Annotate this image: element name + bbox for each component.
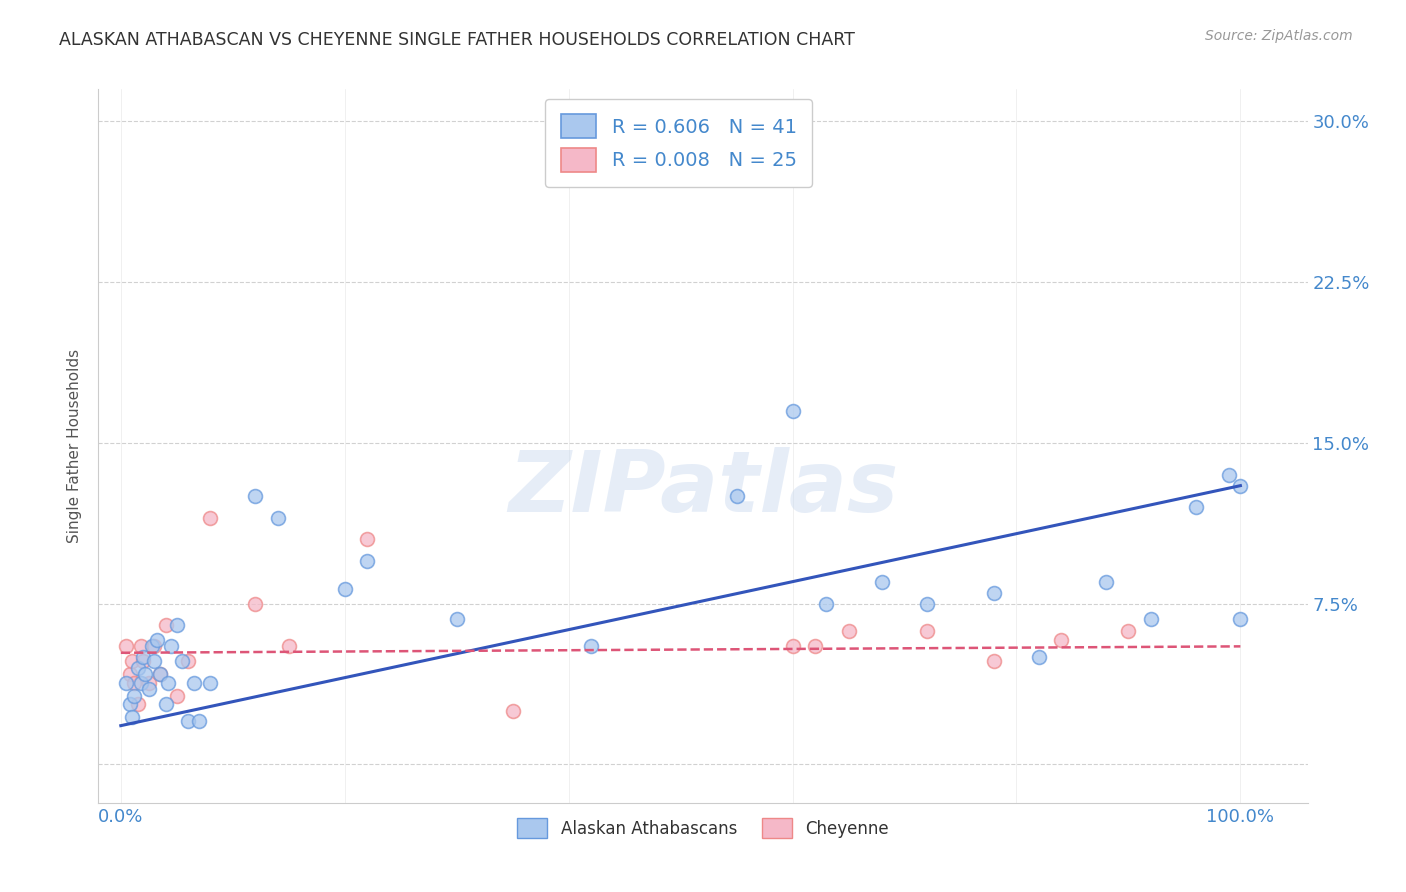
Point — [804, 640, 827, 654]
Point — [983, 654, 1005, 668]
Point — [782, 640, 804, 654]
Point — [143, 654, 166, 668]
Point — [277, 640, 299, 654]
Point — [166, 689, 188, 703]
Point — [129, 640, 152, 654]
Point — [121, 710, 143, 724]
Point — [333, 582, 356, 596]
Point — [145, 632, 167, 647]
Point — [356, 554, 378, 568]
Point — [1028, 650, 1050, 665]
Point — [1229, 478, 1251, 492]
Point — [579, 640, 602, 654]
Point — [127, 661, 149, 675]
Point — [129, 675, 152, 690]
Point — [243, 597, 266, 611]
Point — [122, 675, 145, 690]
Point — [177, 714, 200, 729]
Point — [149, 667, 172, 681]
Point — [155, 618, 177, 632]
Point — [502, 704, 524, 718]
Legend: Alaskan Athabascans, Cheyenne: Alaskan Athabascans, Cheyenne — [503, 805, 903, 852]
Point — [915, 597, 938, 611]
Y-axis label: Single Father Households: Single Father Households — [67, 349, 83, 543]
Point — [725, 489, 748, 503]
Point — [138, 675, 160, 690]
Point — [132, 650, 155, 665]
Point — [160, 640, 183, 654]
Point — [1118, 624, 1140, 639]
Point — [446, 611, 468, 625]
Point — [118, 667, 141, 681]
Point — [149, 667, 172, 681]
Point — [1184, 500, 1206, 514]
Point — [200, 675, 222, 690]
Point — [838, 624, 860, 639]
Point — [177, 654, 200, 668]
Point — [115, 675, 138, 690]
Point — [356, 533, 378, 547]
Point — [121, 654, 143, 668]
Point — [200, 510, 222, 524]
Point — [172, 654, 194, 668]
Point — [141, 640, 163, 654]
Point — [132, 654, 155, 668]
Text: ZIPatlas: ZIPatlas — [508, 447, 898, 531]
Text: Source: ZipAtlas.com: Source: ZipAtlas.com — [1205, 29, 1353, 43]
Text: ALASKAN ATHABASCAN VS CHEYENNE SINGLE FATHER HOUSEHOLDS CORRELATION CHART: ALASKAN ATHABASCAN VS CHEYENNE SINGLE FA… — [59, 31, 855, 49]
Point — [134, 667, 156, 681]
Point — [243, 489, 266, 503]
Point — [983, 586, 1005, 600]
Point — [118, 697, 141, 711]
Point — [1140, 611, 1163, 625]
Point — [155, 697, 177, 711]
Point — [127, 697, 149, 711]
Point — [1050, 632, 1073, 647]
Point — [1095, 575, 1118, 590]
Point — [115, 640, 138, 654]
Point — [156, 675, 179, 690]
Point — [870, 575, 893, 590]
Point — [188, 714, 211, 729]
Point — [122, 689, 145, 703]
Point — [1218, 467, 1240, 482]
Point — [143, 640, 166, 654]
Point — [782, 403, 804, 417]
Point — [1229, 611, 1251, 625]
Point — [266, 510, 288, 524]
Point — [138, 682, 160, 697]
Point — [915, 624, 938, 639]
Point — [815, 597, 838, 611]
Point — [166, 618, 188, 632]
Point — [183, 675, 205, 690]
